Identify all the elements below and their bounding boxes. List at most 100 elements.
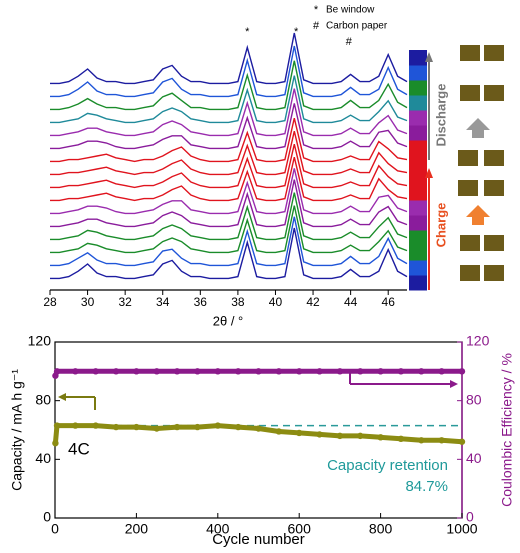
xrd-pattern	[50, 32, 408, 85]
data-point	[275, 428, 283, 435]
xrd-pattern	[50, 157, 408, 202]
data-point	[336, 432, 344, 440]
xrd-pattern	[50, 131, 408, 176]
xrd-pattern	[50, 103, 408, 150]
y-tick-label: 80	[35, 391, 51, 407]
data-point	[255, 425, 262, 432]
y2-tick-label: 120	[466, 333, 490, 349]
annotation: 84.7%	[405, 478, 448, 495]
data-point	[173, 368, 181, 375]
y-tick-label: 120	[28, 333, 52, 349]
crystal-icons	[458, 45, 504, 281]
data-point	[296, 368, 303, 375]
x-tick-label: 30	[81, 295, 95, 309]
xrd-pattern	[50, 45, 408, 98]
colorbar-segment	[409, 200, 427, 216]
legend-symbol: #	[313, 20, 320, 32]
data-point	[458, 438, 466, 445]
colorbar-segment	[409, 230, 427, 246]
data-point	[316, 431, 323, 438]
data-point	[316, 368, 323, 375]
x-tick-label: 34	[156, 295, 170, 309]
x-tick-label: 800	[369, 521, 393, 537]
colorbar-segment	[409, 140, 427, 156]
data-point	[194, 368, 201, 375]
data-point	[234, 368, 242, 375]
colorbar-segment	[409, 50, 427, 66]
data-point	[438, 437, 445, 444]
x-tick-label: 28	[43, 295, 57, 309]
data-point	[418, 437, 425, 444]
data-point	[418, 368, 425, 375]
series-band	[52, 423, 463, 445]
colorbar-segment	[409, 125, 427, 141]
colorbar-segment	[409, 275, 427, 291]
discharge-arrow-head	[425, 52, 433, 62]
data-point	[397, 368, 405, 375]
colorbar-segment	[409, 185, 427, 201]
peak-marker: #	[346, 36, 353, 48]
y2-axis-label: Coulombic Efficiency / %	[499, 353, 515, 507]
y-tick-label: 0	[43, 509, 51, 525]
y2-tick-label: 40	[466, 450, 482, 466]
data-point	[133, 368, 140, 375]
data-point	[296, 429, 303, 437]
annotation: 4C	[68, 439, 90, 458]
data-point	[133, 423, 140, 431]
data-point	[53, 422, 61, 429]
data-point	[458, 368, 466, 375]
peak-marker: *	[294, 26, 299, 38]
x-tick-label: 0	[51, 521, 59, 537]
colorbar-segment	[409, 260, 427, 276]
arrow-head	[58, 393, 66, 401]
y2-tick-label: 0	[466, 509, 474, 525]
data-point	[357, 368, 364, 375]
annotation: Capacity retention	[327, 457, 448, 474]
data-point	[397, 435, 405, 442]
x-tick-label: 36	[194, 295, 208, 309]
y2-tick-label: 80	[466, 391, 482, 407]
data-point	[92, 422, 99, 429]
colorbar-segment	[409, 170, 427, 186]
data-point	[377, 368, 384, 375]
data-point	[357, 432, 364, 440]
xrd-pattern	[50, 75, 408, 124]
xrd-pattern	[50, 205, 408, 254]
xrd-pattern	[50, 60, 408, 111]
xrd-pattern	[50, 216, 408, 267]
colorbar-segment	[409, 110, 427, 126]
colorbar-segment	[409, 65, 427, 81]
data-point	[275, 368, 283, 375]
data-point	[153, 425, 160, 432]
arrow-head	[450, 380, 458, 388]
data-point	[194, 423, 201, 431]
data-point	[153, 368, 160, 375]
xrd-pattern	[50, 192, 408, 241]
data-point	[336, 368, 344, 375]
data-point	[214, 422, 221, 429]
x-tick-label: 42	[306, 295, 320, 309]
legend-text: Carbon paper	[326, 21, 388, 32]
data-point	[255, 368, 262, 375]
charge-label: Charge	[433, 203, 448, 248]
data-point	[53, 368, 61, 375]
data-point	[112, 423, 120, 431]
xrd-pattern	[50, 168, 408, 215]
x-tick-label: 1000	[446, 521, 477, 537]
data-point	[92, 368, 99, 375]
x-tick-label: 46	[382, 295, 396, 309]
colorbar-segment	[409, 95, 427, 111]
xrd-pattern	[50, 88, 408, 137]
y-axis-label: Capacity / mA h g⁻¹	[9, 369, 25, 491]
discharge-label: Discharge	[433, 84, 448, 147]
data-point	[52, 440, 59, 447]
x-axis-label: Cycle number	[212, 531, 305, 548]
data-point	[112, 368, 120, 375]
peak-marker: *	[245, 26, 250, 38]
charge-arrow-head	[425, 168, 433, 178]
x-tick-label: 400	[206, 521, 230, 537]
x-axis-label: 2θ / °	[213, 313, 244, 328]
legend-text: Be window	[326, 5, 375, 16]
data-point	[438, 368, 445, 375]
